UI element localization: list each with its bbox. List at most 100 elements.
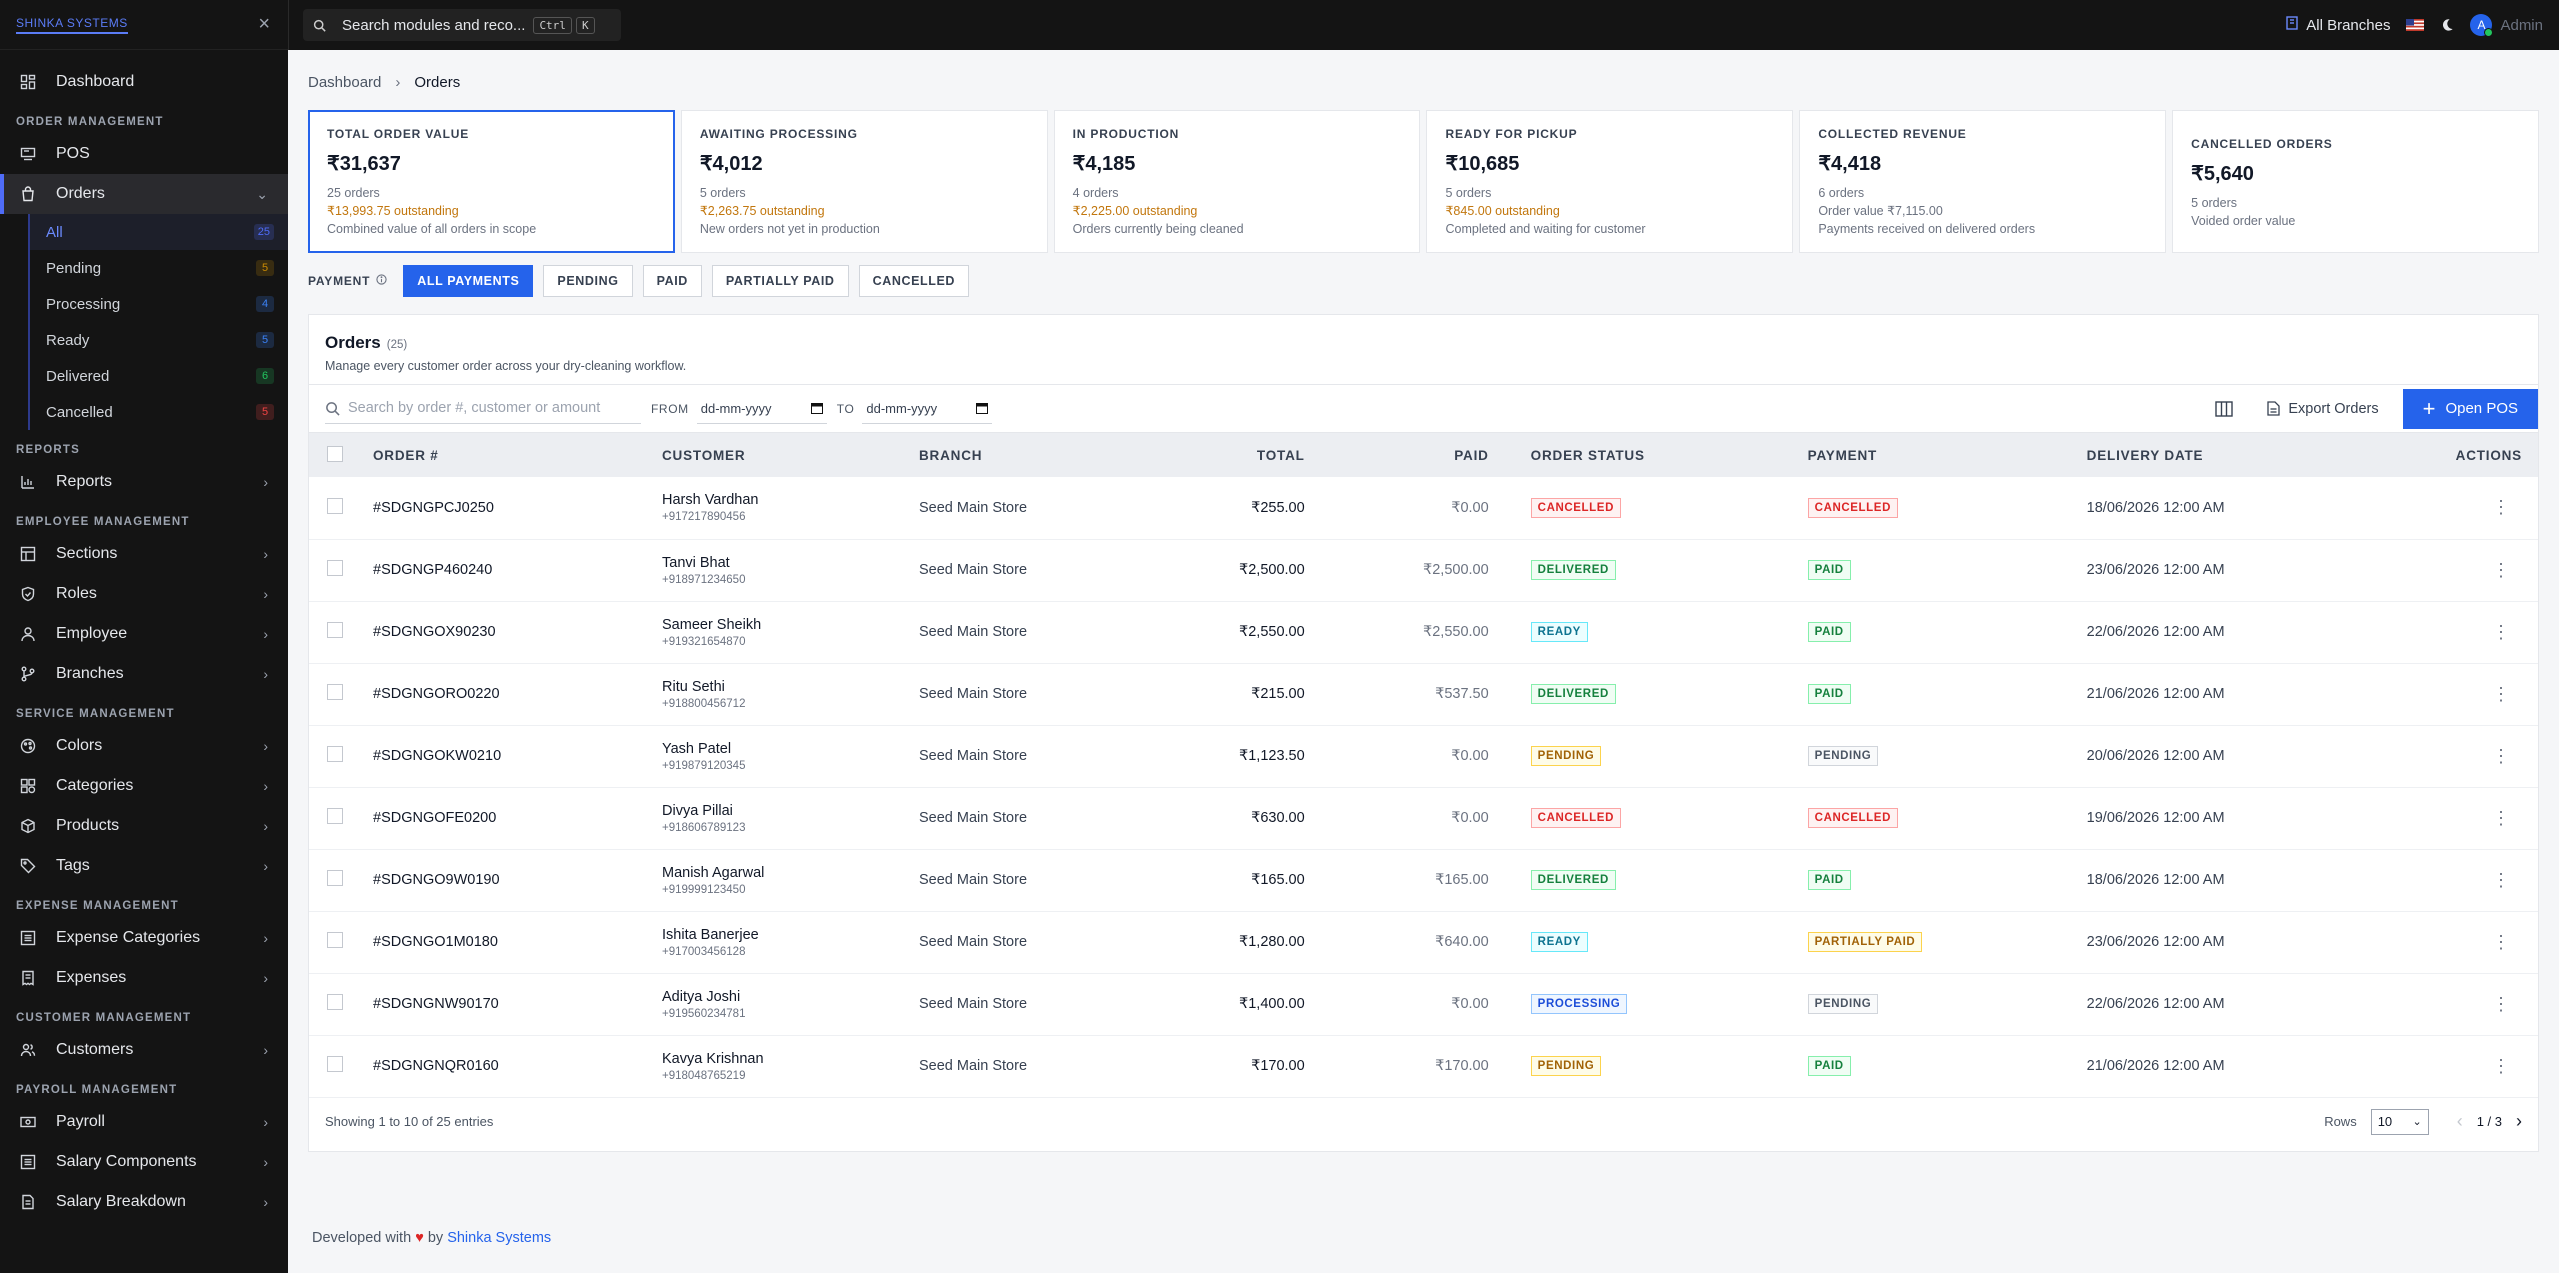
order-number[interactable]: #SDGNGP460240 [365, 539, 652, 602]
table-row[interactable]: #SDGNGO1M0180 Ishita Banerjee +91700345612… [309, 911, 2538, 974]
close-icon[interactable]: × [258, 13, 270, 35]
global-search[interactable]: Search modules and reco... Ctrl K [303, 9, 621, 41]
sidebar-item-orders[interactable]: Orders ⌄ [0, 174, 288, 214]
col-order-status[interactable]: ORDER STATUS [1530, 447, 1645, 463]
table-row[interactable]: #SDGNGNW90170 Aditya Joshi +919560234781 Se… [309, 973, 2538, 1036]
order-number[interactable]: #SDGNGO1M0180 [365, 911, 652, 974]
select-all-checkbox[interactable] [327, 445, 343, 462]
moon-icon[interactable] [2440, 18, 2454, 32]
col-payment[interactable]: PAYMENT [1807, 447, 1878, 463]
summary-card[interactable]: CANCELLED ORDERS ₹5,640 5 orders Voided ord… [2172, 110, 2539, 253]
filter-partially-paid-button[interactable]: PARTIALLY PAID [711, 265, 849, 297]
table-row[interactable]: #SDGNGOKW0210 Yash Patel +919879120345 Seed… [309, 725, 2538, 788]
summary-card[interactable]: READY FOR PICKUP ₹10,685 5 orders ₹845.00 o… [1426, 110, 1794, 253]
col-customer[interactable]: CUSTOMER [662, 447, 746, 463]
row-checkbox[interactable] [327, 560, 343, 576]
breadcrumb-dashboard[interactable]: Dashboard [308, 73, 382, 91]
order-number[interactable]: #SDGNGO9W0190 [365, 849, 652, 912]
next-page-icon[interactable]: › [2516, 1111, 2522, 1131]
sidebar-subitem-pending[interactable]: Pending 5 [30, 250, 288, 286]
more-vertical-icon[interactable]: ⋮ [2492, 869, 2510, 890]
filter-all-payments-button[interactable]: ALL PAYMENTS [403, 265, 534, 297]
table-row[interactable]: #SDGNGPCJ0250 Harsh Vardhan +917217890456 S… [309, 477, 2538, 540]
sidebar-item-sections[interactable]: Sections › [0, 534, 288, 574]
more-vertical-icon[interactable]: ⋮ [2492, 745, 2510, 766]
filter-paid-button[interactable]: PAID [642, 265, 702, 297]
sidebar-item-pos[interactable]: POS [0, 134, 288, 174]
sidebar-item-payroll[interactable]: Payroll › [0, 1102, 288, 1142]
more-vertical-icon[interactable]: ⋮ [2492, 683, 2510, 704]
col-paid[interactable]: PAID [1454, 447, 1489, 463]
user-menu[interactable]: A Admin [2470, 14, 2543, 37]
col-order[interactable]: ORDER # [373, 447, 439, 463]
order-number[interactable]: #SDGNGOFE0200 [365, 787, 652, 850]
sidebar-item-roles[interactable]: Roles › [0, 574, 288, 614]
col-delivery-date[interactable]: DELIVERY DATE [2086, 447, 2204, 463]
rows-per-page-select[interactable]: 10 ⌄ [2370, 1108, 2429, 1135]
order-number[interactable]: #SDGNGNW90170 [365, 973, 652, 1036]
table-row[interactable]: #SDGNGO9W0190 Manish Agarwal +919999123450… [309, 849, 2538, 912]
sidebar-item-dashboard[interactable]: Dashboard [0, 62, 288, 102]
order-number[interactable]: #SDGNGOX90230 [365, 601, 652, 664]
more-vertical-icon[interactable]: ⋮ [2492, 807, 2510, 828]
summary-card[interactable]: TOTAL ORDER VALUE ₹31,637 25 orders ₹13,993… [308, 110, 675, 253]
table-row[interactable]: #SDGNGNQR0160 Kavya Krishnan +918048765219… [309, 1035, 2538, 1098]
table-row[interactable]: #SDGNGP460240 Tanvi Bhat +918971234650 Seed… [309, 539, 2538, 602]
prev-page-icon[interactable]: ‹ [2456, 1111, 2463, 1131]
branch-selector[interactable]: All Branches [2286, 16, 2390, 34]
filter-pending-button[interactable]: PENDING [543, 265, 633, 297]
order-number[interactable]: #SDGNGOKW0210 [365, 725, 652, 788]
sidebar-item-categories[interactable]: Categories › [0, 766, 288, 806]
row-checkbox[interactable] [327, 622, 343, 638]
sidebar-item-branches[interactable]: Branches › [0, 654, 288, 694]
sidebar-item-employee[interactable]: Employee › [0, 614, 288, 654]
sidebar-item-colors[interactable]: Colors › [0, 726, 288, 766]
row-checkbox[interactable] [327, 994, 343, 1010]
summary-card[interactable]: AWAITING PROCESSING ₹4,012 5 orders ₹2,263.… [680, 110, 1048, 253]
order-number[interactable]: #SDGNGORO0220 [365, 663, 652, 726]
sidebar-item-customers[interactable]: Customers › [0, 1030, 288, 1070]
sidebar-item-expense-categories[interactable]: Expense Categories › [0, 918, 288, 958]
row-checkbox[interactable] [327, 684, 343, 700]
col-total[interactable]: TOTAL [1256, 447, 1305, 463]
sidebar-subitem-all[interactable]: All 25 [30, 214, 288, 250]
filter-cancelled-button[interactable]: CANCELLED [858, 265, 970, 297]
company-link[interactable]: Shinka Systems [447, 1230, 552, 1246]
more-vertical-icon[interactable]: ⋮ [2492, 993, 2510, 1014]
order-number[interactable]: #SDGNGNQR0160 [365, 1035, 652, 1098]
sidebar-item-salary-components[interactable]: Salary Components › [0, 1142, 288, 1182]
columns-icon[interactable] [2205, 400, 2243, 417]
row-checkbox[interactable] [327, 746, 343, 762]
row-checkbox[interactable] [327, 497, 343, 514]
row-checkbox[interactable] [327, 870, 343, 886]
sidebar-item-reports[interactable]: Reports › [0, 462, 288, 502]
sidebar-item-tags[interactable]: Tags › [0, 846, 288, 886]
more-vertical-icon[interactable]: ⋮ [2492, 559, 2510, 580]
sidebar-subitem-delivered[interactable]: Delivered 6 [30, 358, 288, 394]
sidebar-subitem-processing[interactable]: Processing 4 [30, 286, 288, 322]
table-row[interactable]: #SDGNGOX90230 Sameer Sheikh +919321654870 S… [309, 601, 2538, 664]
row-checkbox[interactable] [327, 808, 343, 824]
more-vertical-icon[interactable]: ⋮ [2492, 1055, 2510, 1076]
more-vertical-icon[interactable]: ⋮ [2492, 621, 2510, 642]
sidebar-subitem-ready[interactable]: Ready 5 [30, 322, 288, 358]
order-number[interactable]: #SDGNGPCJ0250 [365, 477, 652, 540]
row-checkbox[interactable] [327, 1056, 343, 1072]
row-checkbox[interactable] [327, 932, 343, 948]
more-vertical-icon[interactable]: ⋮ [2492, 931, 2510, 952]
summary-card[interactable]: COLLECTED REVENUE ₹4,418 6 orders Order val… [1799, 110, 2167, 253]
table-row[interactable]: #SDGNGORO0220 Ritu Sethi +918800456712 Seed… [309, 663, 2538, 726]
sidebar-subitem-cancelled[interactable]: Cancelled 5 [30, 394, 288, 430]
more-vertical-icon[interactable]: ⋮ [2492, 497, 2510, 518]
sidebar-item-expenses[interactable]: Expenses › [0, 958, 288, 998]
summary-card[interactable]: IN PRODUCTION ₹4,185 4 orders ₹2,225.00 out… [1053, 110, 1421, 253]
sidebar-item-products[interactable]: Products › [0, 806, 288, 846]
sidebar-item-salary-breakdown[interactable]: Salary Breakdown › [0, 1182, 288, 1222]
open-pos-button[interactable]: + Open POS [2402, 388, 2538, 429]
from-date-input[interactable]: dd-mm-yyyy [696, 394, 827, 424]
export-orders-button[interactable]: Export Orders [2257, 401, 2388, 417]
to-date-input[interactable]: dd-mm-yyyy [862, 394, 993, 424]
table-row[interactable]: #SDGNGOFE0200 Divya Pillai +918606789123 Se… [309, 787, 2538, 850]
orders-search-input[interactable]: Search by order #, customer or amount [325, 394, 641, 424]
col-branch[interactable]: BRANCH [919, 447, 983, 463]
